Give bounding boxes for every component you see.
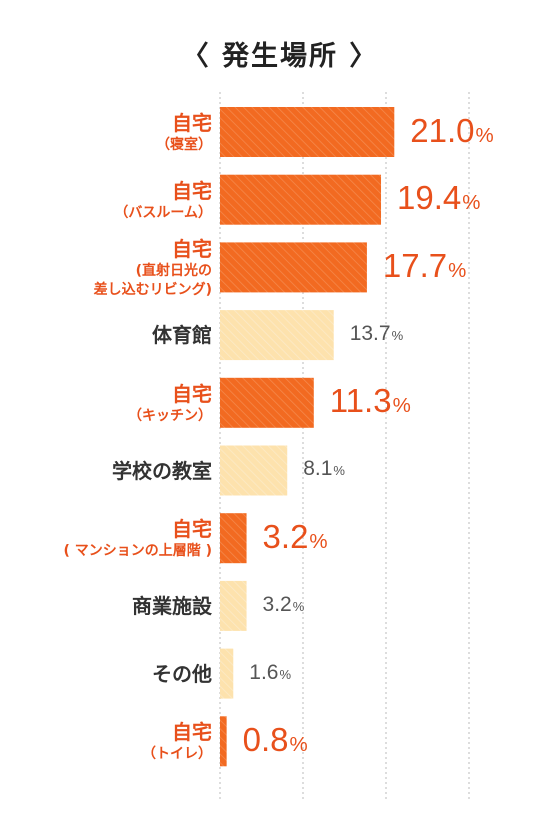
chart-title: 〈 発生場所 〉 bbox=[181, 41, 379, 72]
category-main-label: 自宅 bbox=[172, 237, 212, 262]
value-label: 1.6% bbox=[249, 660, 292, 684]
category-label: 自宅 （バスルーム） bbox=[114, 178, 212, 222]
category-label: 体育館 bbox=[152, 322, 212, 348]
bar bbox=[220, 377, 314, 428]
bar bbox=[220, 310, 334, 361]
category-label: 自宅( マンションの上層階 ) bbox=[63, 516, 212, 560]
category-label: その他 bbox=[152, 661, 212, 687]
bar bbox=[220, 107, 395, 157]
bar bbox=[220, 716, 227, 767]
value-label: 8.1% bbox=[303, 457, 345, 481]
value-label: 11.3% bbox=[329, 382, 411, 420]
category-main-label: その他 bbox=[152, 661, 212, 686]
category-sub-label: （バスルーム） bbox=[114, 204, 212, 221]
category-main-label: 自宅 bbox=[172, 111, 212, 135]
category-main-label: 自宅 bbox=[172, 517, 212, 542]
category-label: 自宅 （トイレ） bbox=[142, 719, 212, 763]
bars bbox=[220, 107, 395, 767]
category-sub-label: （キッチン） bbox=[128, 407, 212, 424]
category-sub-label: ( マンションの上層階 ) bbox=[63, 543, 212, 560]
bar bbox=[220, 648, 234, 699]
category-sub-label: （トイレ） bbox=[142, 746, 212, 763]
category-label: 自宅 (直射日光の 差し込むリビング) bbox=[94, 236, 212, 298]
value-label: 3.2% bbox=[262, 592, 305, 616]
category-label: 学校の教室 bbox=[112, 458, 212, 484]
value-label: 19.4% bbox=[397, 179, 481, 217]
bar bbox=[220, 513, 247, 564]
bar bbox=[220, 580, 247, 631]
value-label: 13.7% bbox=[349, 322, 404, 346]
bar bbox=[220, 242, 367, 293]
category-main-label: 商業施設 bbox=[132, 593, 212, 618]
value-label: 17.7% bbox=[382, 246, 467, 284]
category-sub-label: (直射日光の 差し込むリビング) bbox=[93, 263, 212, 298]
category-main-label: 自宅 bbox=[172, 381, 212, 406]
category-main-label: 自宅 bbox=[172, 178, 212, 203]
bar bbox=[220, 174, 382, 225]
category-sub-label: （寝室） bbox=[156, 137, 212, 153]
category-label: 商業施設 bbox=[132, 593, 212, 619]
category-main-label: 自宅 bbox=[172, 720, 212, 745]
value-label: 0.8% bbox=[242, 720, 308, 758]
category-label: 自宅 （キッチン） bbox=[128, 381, 212, 425]
category-main-label: 学校の教室 bbox=[112, 458, 212, 483]
bar bbox=[220, 445, 288, 496]
category-main-label: 体育館 bbox=[152, 323, 212, 348]
value-label: 3.2% bbox=[262, 517, 328, 555]
category-label: 自宅 （寝室） bbox=[156, 110, 212, 154]
value-label: 21.0% bbox=[410, 111, 494, 149]
